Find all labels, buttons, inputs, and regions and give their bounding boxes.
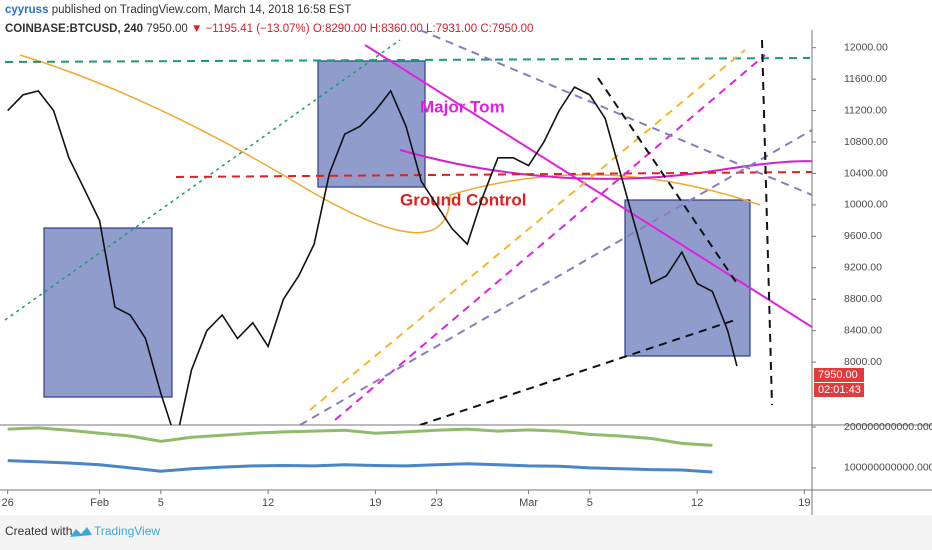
moving-average (19, 54, 761, 234)
last-price-tag (814, 368, 864, 382)
axes: 8000.00 8400.00 8800.00 9200.00 9600.00 10000… (2, 42, 932, 509)
box (43, 227, 173, 398)
box (624, 199, 751, 357)
y-tick-label: 10800.00 (844, 136, 888, 148)
x-tick-label: 12 (262, 497, 274, 509)
logo (70, 527, 92, 537)
footer-text: Created with (5, 524, 72, 538)
footer-brand: TradingView (94, 524, 160, 538)
x-tick-label: 19 (798, 497, 810, 509)
author: cyyruss (5, 4, 48, 16)
x-tick-label: Mar (519, 497, 538, 509)
x-tick-label: 5 (158, 497, 164, 509)
last: 7950.00 (146, 23, 188, 35)
x-tick-label: 23 (431, 497, 443, 509)
time-line (761, 39, 773, 406)
indicator-pane (7, 426, 713, 474)
countdown-tag (814, 383, 864, 397)
y-tick-label: 11200.00 (844, 104, 887, 116)
symbol: COINBASE:BTCUSD, 240 (5, 23, 143, 35)
annotation: Major Tom (420, 97, 505, 116)
series-line (7, 426, 713, 447)
fan-line (419, 30, 812, 196)
header-line: cyyruss published on TradingView.com, Ma… (5, 4, 351, 16)
channel-line (334, 54, 766, 421)
series-line (7, 459, 713, 474)
last-price: 7950.00 (818, 369, 858, 381)
change: ▼ −1195.41 (−13.07%) (191, 23, 310, 35)
y-tick-label: 100000000000.0000 (844, 462, 932, 474)
price-pane (7, 85, 738, 425)
countdown: 02:01:43 (818, 384, 861, 396)
series-line (7, 85, 738, 425)
x-tick-label: 19 (369, 497, 381, 509)
x-tick-label: Feb (90, 497, 109, 509)
fan-line (299, 129, 812, 425)
symbol-line: COINBASE:BTCUSD, 240 7950.00 ▼ −1195.41 … (5, 23, 533, 35)
x-tick-label: 5 (587, 497, 593, 509)
drawings (4, 30, 812, 425)
y-tick-label: 10000.00 (844, 199, 888, 211)
y-tick-label: 10400.00 (844, 167, 888, 179)
y-tick-label: 200000000000.0000 (844, 421, 932, 433)
y-tick-label: 8800.00 (844, 293, 882, 305)
box (317, 60, 426, 188)
x-tick-label: 26 (2, 497, 14, 509)
ohlc: O:8290.00 H:8360.00 L:7931.00 C:7950.00 (313, 23, 534, 35)
channel-line (309, 49, 746, 411)
trend-line (364, 44, 812, 328)
y-tick-label: 9200.00 (844, 262, 882, 274)
y-tick-label: 8400.00 (844, 324, 882, 336)
annotation: Ground Control (400, 190, 527, 209)
footer (0, 515, 932, 550)
y-tick-label: 8000.00 (844, 356, 882, 368)
y-tick-label: 9600.00 (844, 230, 882, 242)
y-tick-label: 12000.00 (844, 42, 888, 54)
y-tick-label: 11600.00 (844, 73, 887, 85)
x-tick-label: 12 (691, 497, 703, 509)
published: published on TradingView.com, March 14, … (52, 4, 352, 16)
